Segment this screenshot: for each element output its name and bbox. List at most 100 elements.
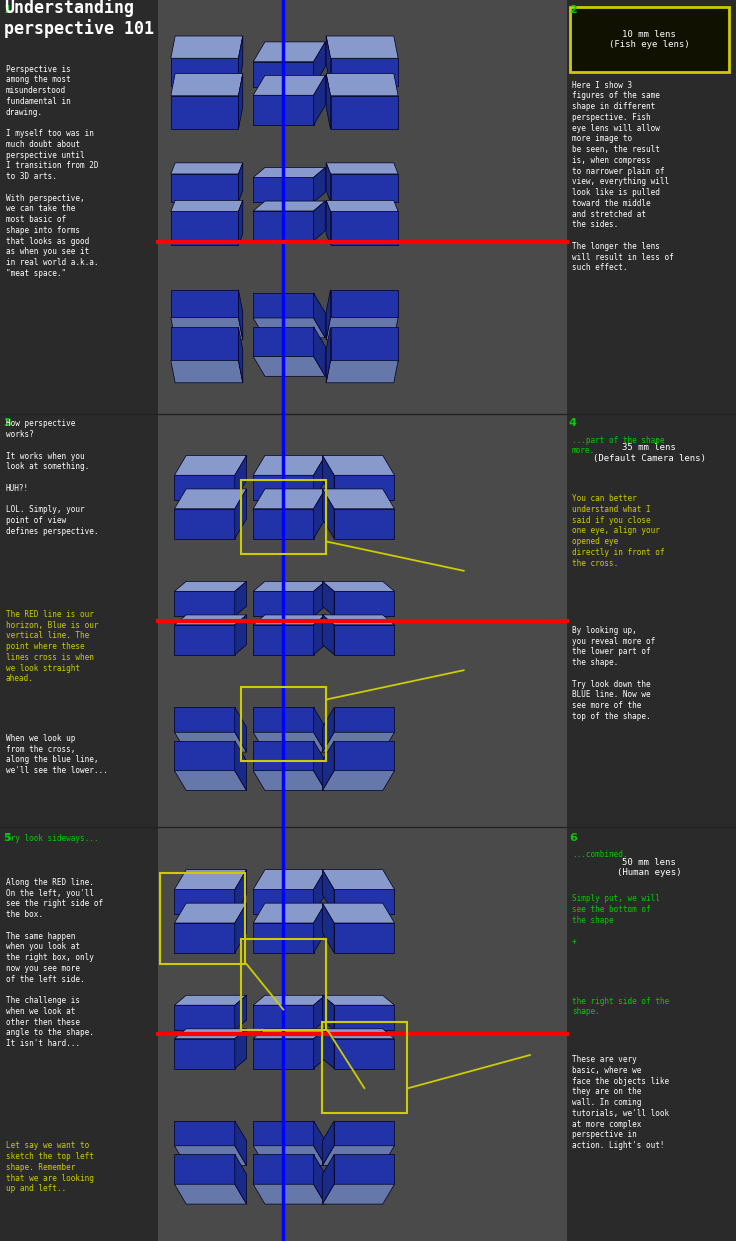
Polygon shape xyxy=(334,625,394,655)
Polygon shape xyxy=(253,890,314,915)
Polygon shape xyxy=(322,616,394,625)
Polygon shape xyxy=(334,1005,394,1030)
Polygon shape xyxy=(174,455,247,475)
Bar xyxy=(567,413,736,828)
Polygon shape xyxy=(253,870,325,890)
Polygon shape xyxy=(235,455,247,500)
Polygon shape xyxy=(322,995,334,1030)
Polygon shape xyxy=(253,1184,325,1204)
Polygon shape xyxy=(253,1154,314,1184)
Text: Here I show 3
figures of the same
shape in different
perspective. Fish
eye lens : Here I show 3 figures of the same shape … xyxy=(572,81,673,273)
Polygon shape xyxy=(314,616,325,655)
Polygon shape xyxy=(174,1184,247,1204)
Polygon shape xyxy=(326,73,398,96)
Bar xyxy=(0,0,158,413)
Bar xyxy=(567,828,736,1241)
Polygon shape xyxy=(253,475,314,500)
Text: By looking up,
you reveal more of
the lower part of
the shape.

Try look down th: By looking up, you reveal more of the lo… xyxy=(572,625,655,721)
Polygon shape xyxy=(238,73,243,129)
Text: 1: 1 xyxy=(4,5,12,15)
Bar xyxy=(158,828,567,1241)
Text: ...part of the shape
more.: ...part of the shape more. xyxy=(572,436,665,477)
Polygon shape xyxy=(253,592,314,617)
Polygon shape xyxy=(171,200,243,211)
Polygon shape xyxy=(253,1121,314,1145)
Polygon shape xyxy=(322,581,334,617)
Polygon shape xyxy=(314,870,325,915)
Polygon shape xyxy=(322,1029,394,1039)
Text: Let say we want to
sketch the top left
shape. Remember
that we are looking
up an: Let say we want to sketch the top left s… xyxy=(6,1142,93,1194)
Polygon shape xyxy=(235,1121,247,1165)
Polygon shape xyxy=(174,475,235,500)
Polygon shape xyxy=(171,318,243,340)
Polygon shape xyxy=(238,289,243,340)
Bar xyxy=(241,686,325,762)
Polygon shape xyxy=(326,36,330,86)
Polygon shape xyxy=(326,163,330,202)
Polygon shape xyxy=(171,174,238,202)
Polygon shape xyxy=(314,707,325,752)
Bar xyxy=(570,7,729,72)
Polygon shape xyxy=(174,870,247,890)
Polygon shape xyxy=(238,328,243,382)
Polygon shape xyxy=(330,289,398,318)
Bar xyxy=(160,874,244,964)
Polygon shape xyxy=(253,1039,314,1069)
Polygon shape xyxy=(174,625,235,655)
Polygon shape xyxy=(253,211,314,241)
Text: 4: 4 xyxy=(569,418,577,428)
Polygon shape xyxy=(253,177,314,202)
Polygon shape xyxy=(314,995,325,1030)
Polygon shape xyxy=(314,1029,325,1069)
Polygon shape xyxy=(253,76,325,96)
Polygon shape xyxy=(322,1029,334,1069)
Polygon shape xyxy=(174,732,247,752)
Polygon shape xyxy=(174,489,247,509)
Polygon shape xyxy=(314,741,325,791)
Polygon shape xyxy=(253,455,325,475)
Polygon shape xyxy=(322,455,334,500)
Text: When we look up
from the cross,
along the blue line,
we'll see the lower...: When we look up from the cross, along th… xyxy=(6,712,107,776)
Polygon shape xyxy=(326,361,398,382)
Polygon shape xyxy=(235,489,247,539)
Polygon shape xyxy=(253,1029,325,1039)
Bar xyxy=(158,0,567,413)
Bar xyxy=(0,828,158,1241)
Polygon shape xyxy=(334,1039,394,1069)
Polygon shape xyxy=(235,741,247,791)
Polygon shape xyxy=(235,616,247,655)
Polygon shape xyxy=(171,361,243,382)
Polygon shape xyxy=(330,211,398,244)
Polygon shape xyxy=(322,1154,334,1204)
Polygon shape xyxy=(330,328,398,361)
Polygon shape xyxy=(334,592,394,617)
Polygon shape xyxy=(253,771,325,791)
Text: 3: 3 xyxy=(4,418,11,428)
Polygon shape xyxy=(253,923,314,953)
Bar xyxy=(158,413,567,828)
Polygon shape xyxy=(322,870,394,890)
Polygon shape xyxy=(322,771,394,791)
Polygon shape xyxy=(326,73,330,129)
Polygon shape xyxy=(253,1145,325,1165)
Polygon shape xyxy=(253,1005,314,1030)
Polygon shape xyxy=(314,489,325,539)
Polygon shape xyxy=(322,707,334,752)
Polygon shape xyxy=(171,96,238,129)
Text: These are very
basic, where we
face the objects like
they are on the
wall. In co: These are very basic, where we face the … xyxy=(572,1055,669,1150)
Polygon shape xyxy=(334,1154,394,1184)
Polygon shape xyxy=(235,1029,247,1069)
Polygon shape xyxy=(334,707,394,732)
Polygon shape xyxy=(174,1154,235,1184)
Polygon shape xyxy=(334,890,394,915)
Polygon shape xyxy=(174,771,247,791)
Polygon shape xyxy=(322,489,334,539)
Polygon shape xyxy=(253,732,325,752)
Polygon shape xyxy=(235,1154,247,1204)
Text: Simply put, we will
see the bottom of
the shape

+: Simply put, we will see the bottom of th… xyxy=(572,894,659,968)
Text: 50 mm lens
(Human eyes): 50 mm lens (Human eyes) xyxy=(617,858,682,877)
Polygon shape xyxy=(235,995,247,1030)
Polygon shape xyxy=(238,200,243,244)
Polygon shape xyxy=(253,741,314,771)
Polygon shape xyxy=(322,1184,394,1204)
